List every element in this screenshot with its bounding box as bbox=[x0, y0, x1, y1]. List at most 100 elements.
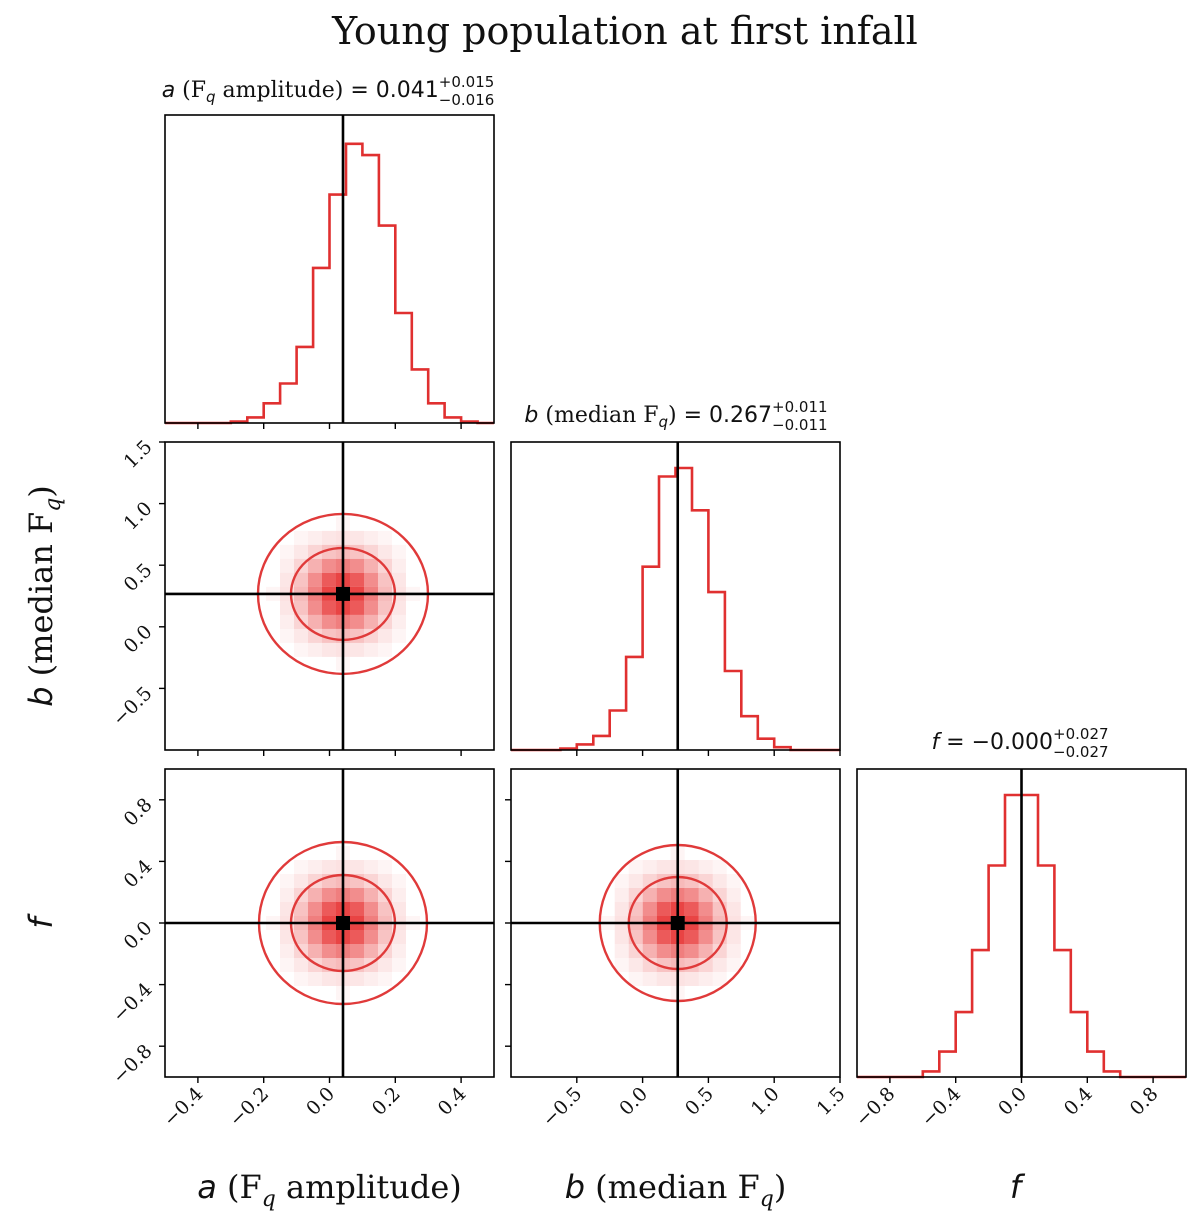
y-tick-label-f: 0.8 bbox=[120, 794, 157, 831]
density-cell bbox=[363, 944, 378, 958]
density-cell bbox=[363, 544, 378, 559]
density-cell bbox=[642, 930, 657, 944]
x-tick-label-b: 0.5 bbox=[681, 1083, 718, 1120]
density-cell bbox=[684, 944, 699, 958]
y-tick-label-f: −0.8 bbox=[108, 1040, 156, 1088]
y-tick-label-f: −0.4 bbox=[108, 979, 156, 1027]
density-cell bbox=[391, 544, 406, 559]
density-cell bbox=[349, 888, 364, 902]
y-tick-label-f: 0.0 bbox=[120, 917, 157, 954]
density-cell bbox=[321, 972, 336, 986]
density-cell bbox=[307, 614, 322, 629]
density-cell bbox=[642, 874, 657, 888]
density-cell bbox=[293, 530, 308, 545]
density-cell bbox=[321, 600, 336, 615]
panel-frame bbox=[510, 441, 841, 751]
density-cell bbox=[279, 628, 294, 643]
density-cell bbox=[321, 642, 336, 657]
density-cell bbox=[307, 642, 322, 657]
density-cell bbox=[349, 614, 364, 629]
density-cell bbox=[293, 902, 308, 916]
density-cell bbox=[363, 888, 378, 902]
density-cell bbox=[363, 642, 378, 657]
density-cell bbox=[712, 944, 727, 958]
density-cell bbox=[363, 572, 378, 587]
density-cell bbox=[293, 628, 308, 643]
density-cell bbox=[349, 600, 364, 615]
density-cell bbox=[712, 958, 727, 972]
density-cell bbox=[642, 972, 657, 986]
x-tick-label-f: 0.4 bbox=[1060, 1083, 1097, 1120]
density-cell bbox=[279, 944, 294, 958]
density-cell bbox=[377, 860, 392, 874]
density-cell bbox=[698, 944, 713, 958]
figure-title: Young population at first infall bbox=[331, 9, 918, 53]
density-cell bbox=[307, 600, 322, 615]
x-axis-label-a: a (Fq amplitude) bbox=[197, 1168, 461, 1212]
density-cell bbox=[391, 930, 406, 944]
x-axis-label-f: f bbox=[1010, 1168, 1026, 1206]
density-cell bbox=[307, 530, 322, 545]
density-cell bbox=[349, 642, 364, 657]
density-cell bbox=[321, 902, 336, 916]
density-cell bbox=[279, 600, 294, 615]
density-cell bbox=[307, 544, 322, 559]
y-tick-label-b: 1.5 bbox=[120, 436, 157, 473]
density-cell bbox=[293, 958, 308, 972]
density-cell bbox=[321, 530, 336, 545]
density-cell bbox=[684, 860, 699, 874]
density-cell bbox=[349, 930, 364, 944]
density-cell bbox=[726, 888, 741, 902]
density-cell bbox=[377, 930, 392, 944]
density-cell bbox=[321, 860, 336, 874]
x-tick-label-a: 0.2 bbox=[368, 1083, 405, 1120]
density-cell bbox=[377, 600, 392, 615]
density-cell bbox=[377, 530, 392, 545]
density-cell bbox=[391, 902, 406, 916]
y-tick-label-b: 0.0 bbox=[120, 621, 157, 658]
density-cell bbox=[279, 902, 294, 916]
density-cell bbox=[698, 958, 713, 972]
density-cell bbox=[293, 544, 308, 559]
density-cell bbox=[391, 572, 406, 587]
density-cell bbox=[684, 902, 699, 916]
density-cell bbox=[614, 902, 629, 916]
density-cell bbox=[321, 558, 336, 573]
density-cell bbox=[726, 902, 741, 916]
density-cell bbox=[293, 642, 308, 657]
x-tick-label-b: −0.5 bbox=[538, 1083, 586, 1131]
density-cell bbox=[377, 642, 392, 657]
x-tick-label-b: 0.0 bbox=[615, 1083, 652, 1120]
density-cell bbox=[391, 958, 406, 972]
density-cell bbox=[293, 972, 308, 986]
density-cell bbox=[391, 628, 406, 643]
panel-title-a: a (Fq amplitude) = 0.041+0.015 −0.016 bbox=[162, 73, 495, 109]
density-cell bbox=[642, 958, 657, 972]
density-cell bbox=[307, 944, 322, 958]
density-cell bbox=[698, 860, 713, 874]
density-cell bbox=[377, 572, 392, 587]
panel-title-b: b (median Fq) = 0.267+0.011 −0.011 bbox=[524, 398, 827, 434]
density-cell bbox=[377, 874, 392, 888]
density-cell bbox=[628, 944, 643, 958]
density-cell bbox=[363, 614, 378, 629]
density-cell bbox=[698, 972, 713, 986]
density-cell bbox=[279, 558, 294, 573]
truth-marker bbox=[335, 916, 350, 930]
density-cell bbox=[349, 530, 364, 545]
density-cell bbox=[642, 902, 657, 916]
x-tick-label-a: −0.2 bbox=[225, 1083, 273, 1131]
density-cell bbox=[377, 544, 392, 559]
y-tick-label-f: 0.4 bbox=[120, 855, 157, 892]
density-cell bbox=[377, 972, 392, 986]
density-cell bbox=[363, 530, 378, 545]
density-cell bbox=[377, 628, 392, 643]
density-cell bbox=[279, 874, 294, 888]
density-cell bbox=[293, 572, 308, 587]
density-cell bbox=[307, 902, 322, 916]
density-cell bbox=[391, 558, 406, 573]
density-cell bbox=[712, 874, 727, 888]
density-cell bbox=[628, 958, 643, 972]
density-cell bbox=[684, 888, 699, 902]
